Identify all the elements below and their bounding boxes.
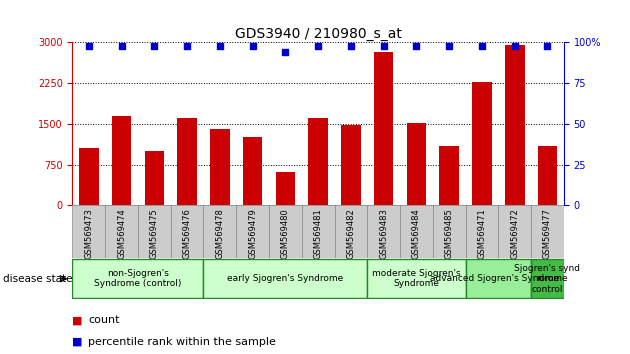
Point: [182, 43, 192, 48]
Text: GSM569475: GSM569475: [150, 208, 159, 259]
Point: [149, 43, 159, 48]
Text: ■: ■: [72, 315, 83, 325]
Point: [215, 43, 225, 48]
Text: Sjogren's synd
rome
control: Sjogren's synd rome control: [515, 264, 580, 294]
Bar: [144, 151, 164, 205]
Text: GSM569472: GSM569472: [510, 208, 519, 259]
Bar: [203, 259, 367, 298]
Point: [444, 43, 454, 48]
Bar: [406, 123, 427, 205]
Text: GSM569481: GSM569481: [314, 208, 323, 259]
Text: non-Sjogren's
Syndrome (control): non-Sjogren's Syndrome (control): [94, 269, 181, 289]
Bar: [210, 129, 230, 205]
Bar: [79, 148, 99, 205]
Bar: [472, 81, 492, 205]
Text: GSM569478: GSM569478: [215, 208, 224, 259]
Text: GSM569477: GSM569477: [543, 208, 552, 259]
Bar: [367, 259, 466, 298]
Text: GSM569471: GSM569471: [478, 208, 486, 259]
Text: GSM569476: GSM569476: [183, 208, 192, 259]
Bar: [335, 205, 367, 258]
Text: moderate Sjogren's
Syndrome: moderate Sjogren's Syndrome: [372, 269, 461, 289]
Bar: [203, 205, 236, 258]
Bar: [275, 172, 295, 205]
Text: GSM569483: GSM569483: [379, 208, 388, 259]
Bar: [138, 205, 171, 258]
Text: disease state: disease state: [3, 274, 72, 284]
Bar: [537, 145, 558, 205]
Point: [280, 50, 290, 55]
Point: [248, 43, 258, 48]
Bar: [531, 205, 564, 258]
Bar: [367, 205, 400, 258]
Bar: [400, 205, 433, 258]
Bar: [439, 145, 459, 205]
Text: count: count: [88, 315, 120, 325]
Point: [542, 43, 553, 48]
Bar: [302, 205, 335, 258]
Bar: [466, 259, 531, 298]
Bar: [72, 259, 203, 298]
Bar: [531, 259, 564, 298]
Point: [477, 43, 487, 48]
Bar: [72, 205, 105, 258]
Text: advanced Sjogren's Syndrome: advanced Sjogren's Syndrome: [430, 274, 567, 283]
Text: GSM569479: GSM569479: [248, 208, 257, 259]
Bar: [269, 205, 302, 258]
Bar: [466, 205, 498, 258]
Bar: [505, 45, 525, 205]
Bar: [112, 116, 132, 205]
Point: [411, 43, 421, 48]
Point: [84, 43, 94, 48]
Bar: [308, 119, 328, 205]
Text: percentile rank within the sample: percentile rank within the sample: [88, 337, 276, 347]
Bar: [171, 205, 203, 258]
Text: GSM569480: GSM569480: [281, 208, 290, 259]
Text: GSM569473: GSM569473: [84, 208, 93, 259]
Bar: [236, 205, 269, 258]
Point: [117, 43, 127, 48]
Text: GSM569482: GSM569482: [346, 208, 355, 259]
Title: GDS3940 / 210980_s_at: GDS3940 / 210980_s_at: [235, 28, 401, 41]
Bar: [177, 119, 197, 205]
Text: GSM569484: GSM569484: [412, 208, 421, 259]
Text: early Sjogren's Syndrome: early Sjogren's Syndrome: [227, 274, 343, 283]
Point: [313, 43, 323, 48]
Bar: [341, 125, 361, 205]
Point: [379, 43, 389, 48]
Bar: [105, 205, 138, 258]
Bar: [243, 137, 263, 205]
Bar: [374, 52, 394, 205]
Text: ■: ■: [72, 337, 83, 347]
Text: GSM569474: GSM569474: [117, 208, 126, 259]
Text: GSM569485: GSM569485: [445, 208, 454, 259]
Bar: [498, 205, 531, 258]
Bar: [433, 205, 466, 258]
Point: [346, 43, 356, 48]
Point: [510, 43, 520, 48]
